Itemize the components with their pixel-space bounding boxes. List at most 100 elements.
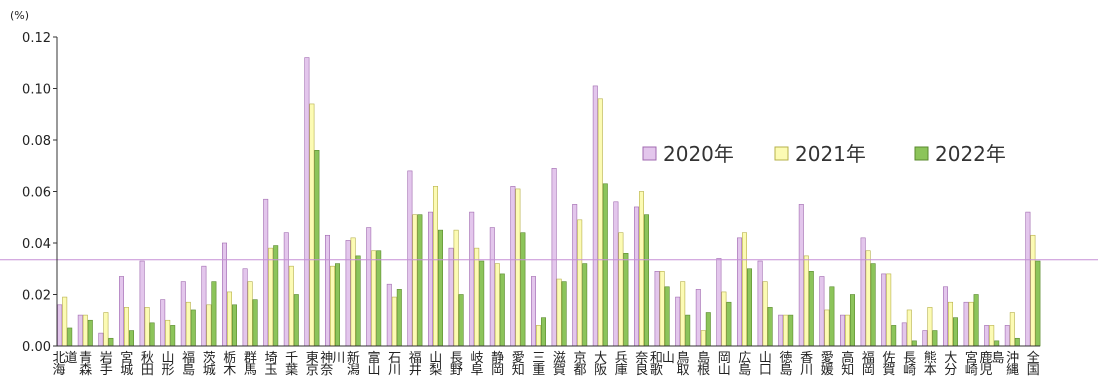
bar-2021年-山梨 [432,186,438,347]
bar-2022年-岡山 [726,301,732,347]
bar-2022年-山口 [767,307,773,347]
bar-2022年-山梨 [437,229,443,347]
x-category-label: 全国 [1027,350,1040,378]
bar-2020年-群馬 [242,268,248,347]
x-category-label: 兵庫 [615,351,628,378]
y-tick-label: 0.04 [22,237,51,252]
legend-label: 2021年 [795,142,866,166]
bar-2021年-静岡 [494,263,500,347]
bar-2022年-愛知 [520,232,526,347]
legend-label: 2020年 [663,142,734,166]
bar-2020年-愛媛 [819,276,825,347]
bar-2022年-兵庫 [623,253,629,347]
y-axis-unit-label: (%) [10,9,29,22]
bar-2022年-北海道 [67,327,73,347]
bar-2020年-青森 [77,314,83,347]
bars-group [57,57,1041,347]
bar-2022年-大分 [952,317,958,347]
bar-2022年-京都 [582,263,588,347]
bar-2020年-福島 [180,281,186,347]
bar-2022年-和歌山 [664,286,670,347]
bar-2021年-鹿児島 [989,325,995,347]
bar-2021年-石川 [391,296,397,347]
x-category-label: 香川 [800,351,813,378]
bar-2022年-鹿児島 [994,340,1000,347]
legend-swatch [914,146,929,161]
bar-2022年-秋田 [149,322,155,347]
bar-2022年-長野 [458,294,464,347]
x-category-label: 山形 [161,351,174,378]
bar-2020年-千葉 [283,232,289,347]
x-category-label: 三重 [532,351,545,378]
bar-2021年-香川 [803,255,809,347]
bar-2021年-愛知 [515,188,521,347]
x-category-label: 富山 [367,350,380,378]
bar-2022年-富山 [376,250,382,347]
x-category-label: 島根 [697,351,710,378]
bar-2022年-沖縄 [1014,337,1020,347]
x-category-label: 宮城 [120,350,133,378]
bar-2022年-福岡 [870,263,876,347]
bar-2020年-愛知 [510,186,516,347]
x-category-label: 愛媛 [821,351,834,378]
x-category-label: 群馬 [244,351,257,378]
bar-2022年-福島 [190,309,196,347]
bar-2020年-全国 [1025,211,1031,347]
bar-2021年-福井 [412,214,418,347]
bar-2020年-神奈川 [324,234,330,347]
bar-2022年-千葉 [293,294,299,347]
x-category-label: 奈良 [635,351,648,378]
bar-2020年-宮城 [119,276,125,347]
bar-2022年-佐賀 [891,325,897,347]
bar-2020年-福井 [407,170,413,347]
bar-2022年-群馬 [252,299,258,347]
bar-2020年-茨城 [201,265,207,347]
bar-2020年-静岡 [489,227,495,347]
y-axis-ticks: 0.00 0.02 0.04 0.06 0.08 0.10 0.12 [22,31,57,355]
x-category-label: 京都 [573,351,586,378]
bar-2021年-三重 [535,325,541,347]
bar-2022年-茨城 [211,281,217,347]
bar-2021年-岐阜 [474,247,480,347]
bar-2020年-石川 [386,283,392,347]
bar-2022年-全国 [1035,260,1041,347]
x-category-label: 福岡 [862,351,875,378]
x-category-label: 岐阜 [470,351,483,378]
bar-2021年-沖縄 [1009,312,1015,347]
bar-2021年-千葉 [288,265,294,347]
y-tick-label: 0.12 [22,31,51,46]
bar-2020年-東京 [304,57,310,347]
bar-2020年-北海道 [57,304,63,347]
bar-2022年-三重 [540,317,546,347]
bar-2022年-石川 [396,289,402,347]
x-category-label: 沖縄 [1006,351,1019,378]
bar-2022年-香川 [808,271,814,347]
bar-2020年-栃木 [222,242,228,347]
bar-2021年-宮城 [124,307,130,347]
bar-2022年-青森 [87,319,93,347]
y-tick-label: 0.10 [22,83,51,98]
x-category-label: 山口 [759,351,772,378]
legend: 2020年 2021年 2022年 [642,142,1006,166]
bar-2022年-鳥取 [685,314,691,347]
bar-2020年-山口 [757,260,763,347]
bar-2021年-大阪 [597,98,603,347]
bar-2020年-埼玉 [263,198,269,347]
bar-2020年-沖縄 [1004,325,1010,347]
x-category-label: 高知 [841,350,854,378]
bar-2020年-京都 [572,204,578,347]
bar-2022年-広島 [746,268,752,347]
x-category-label: 徳島 [779,351,792,378]
x-category-label: 東京 [306,350,319,378]
bar-2020年-秋田 [139,260,145,347]
bar-2020年-富山 [366,227,372,347]
x-category-label: 岩手 [100,351,113,378]
bar-2022年-岐阜 [479,260,485,347]
bar-2020年-広島 [736,237,742,347]
bar-2021年-熊本 [927,307,933,347]
bar-2022年-福井 [417,214,423,347]
x-category-label: 鳥取 [676,351,689,378]
